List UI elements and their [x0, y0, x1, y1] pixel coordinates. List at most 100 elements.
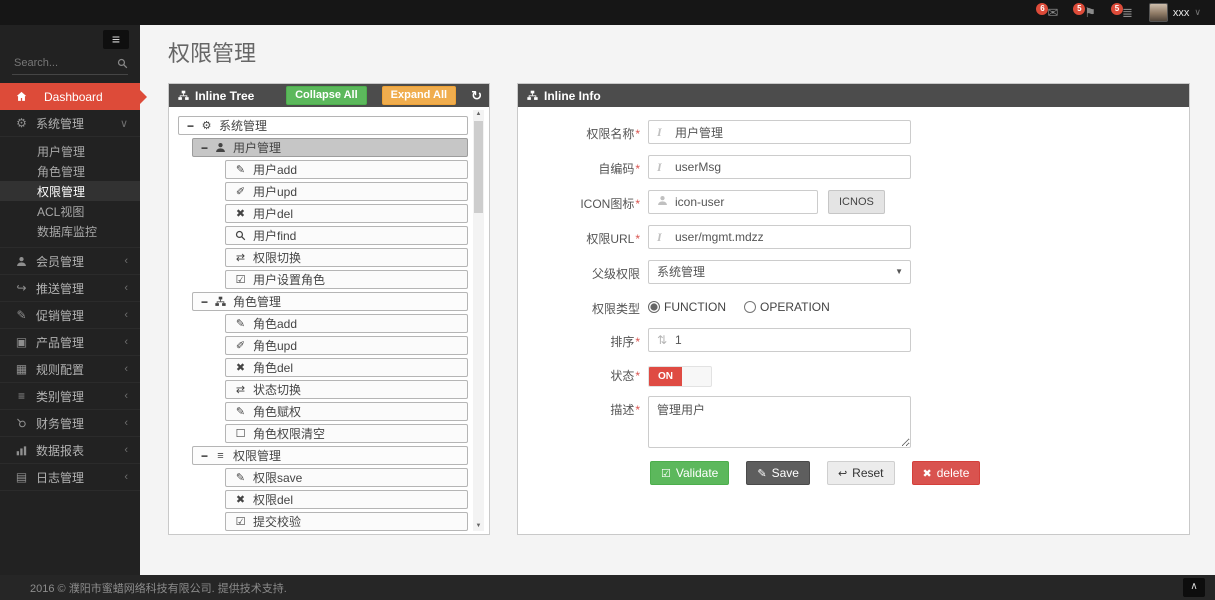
- collapse-toggle[interactable]: −: [187, 118, 195, 133]
- tree-node-label: 角色管理: [233, 295, 282, 309]
- footer-text: 2016 © 濮阳市蜜蜡网络科技有限公司. 提供技术支持.: [30, 582, 287, 595]
- tree-node-label: 权限切换: [253, 251, 302, 265]
- status-toggle[interactable]: ON: [648, 366, 712, 387]
- icnos-button[interactable]: ICNOS: [828, 190, 885, 214]
- scrollbar-down-arrow[interactable]: ▼: [475, 523, 482, 529]
- code-input[interactable]: [648, 155, 911, 179]
- list-icon: ≡: [217, 449, 224, 462]
- sidebar-item-rule-config[interactable]: ▦ 规则配置 ‹: [0, 356, 140, 383]
- search-input[interactable]: [12, 56, 117, 70]
- description-textarea[interactable]: 管理用户: [648, 396, 911, 448]
- url-input[interactable]: [648, 225, 911, 249]
- sidebar-item-dashboard[interactable]: Dashboard: [0, 83, 140, 110]
- tree-node[interactable]: ✖ 权限del: [225, 490, 468, 509]
- tree-node[interactable]: ⇄ 权限切换: [225, 248, 468, 267]
- chevron-left-icon: ‹: [124, 309, 128, 321]
- sidebar-item-finance-mgmt[interactable]: ⚲ 财务管理 ‹: [0, 410, 140, 437]
- sidebar-item-promo-mgmt[interactable]: ✎ 促销管理 ‹: [0, 302, 140, 329]
- tree-node[interactable]: ☑ 提交校验: [225, 512, 468, 531]
- check-square-icon: ☑: [235, 274, 246, 286]
- permission-name-input[interactable]: [648, 120, 911, 144]
- tree-scrollbar[interactable]: ▲ ▼: [473, 110, 484, 531]
- chevron-left-icon: ‹: [124, 390, 128, 402]
- chevron-left-icon: ‹: [124, 363, 128, 375]
- sitemap-icon: [214, 296, 227, 307]
- sidebar-item-member-mgmt[interactable]: 会员管理 ‹: [0, 248, 140, 275]
- collapse-toggle[interactable]: −: [201, 140, 209, 155]
- tree-node[interactable]: − ≡ 权限管理: [192, 446, 468, 465]
- panel-title: Inline Tree: [195, 88, 255, 103]
- tree-node-label: 角色del: [253, 361, 294, 375]
- italic-icon: I: [657, 230, 662, 244]
- pencil-icon: ✎: [757, 467, 767, 480]
- sidebar-item-acl-view[interactable]: ACL视图: [37, 204, 85, 219]
- sort-order-input[interactable]: [648, 328, 911, 352]
- radio-function-input[interactable]: [648, 301, 660, 313]
- bar-chart-icon: [14, 445, 29, 456]
- tree-node[interactable]: ✖ 角色del: [225, 358, 468, 377]
- sidebar-item-db-monitor[interactable]: 数据库监控: [37, 224, 98, 239]
- notifications-count-badge: 5: [1073, 2, 1086, 15]
- sidebar-item-perm-mgmt[interactable]: 权限管理: [0, 181, 140, 201]
- tree-node[interactable]: − ⚙ 系统管理: [178, 116, 468, 135]
- tree-node[interactable]: ✎ 角色赋权: [225, 402, 468, 421]
- scrollbar-thumb[interactable]: [474, 121, 483, 213]
- collapse-toggle[interactable]: −: [201, 448, 209, 463]
- tree-node[interactable]: ✎ 角色add: [225, 314, 468, 333]
- refresh-icon[interactable]: ↻: [471, 87, 482, 103]
- search-icon: [234, 230, 247, 241]
- radio-operation-input[interactable]: [744, 301, 756, 313]
- tree-body: − ⚙ 系统管理 − 用户管理 ✎ 用户add ✐ 用户upd ✖ 用户del 用户find ⇄ 权限切换…: [169, 107, 489, 534]
- scroll-top-button[interactable]: ∧: [1183, 578, 1205, 597]
- parent-permission-select[interactable]: 系统管理: [648, 260, 911, 284]
- tree-node[interactable]: ✎ 权限save: [225, 468, 468, 487]
- image-icon: ▣: [15, 335, 28, 349]
- sidebar-item-report-mgmt[interactable]: 数据报表 ‹: [0, 437, 140, 464]
- edit-icon: ✐: [235, 340, 246, 352]
- reset-button[interactable]: ↩ Reset: [826, 461, 895, 485]
- tree-node[interactable]: ✐ 用户upd: [225, 182, 468, 201]
- scrollbar-up-arrow[interactable]: ▲: [475, 111, 482, 117]
- home-icon: [14, 91, 29, 102]
- sidebar-item-push-mgmt[interactable]: ↪ 推送管理 ‹: [0, 275, 140, 302]
- sidebar-toggle-button[interactable]: ≡: [103, 30, 129, 49]
- user-menu[interactable]: xxx ∨: [1148, 3, 1201, 22]
- tree-node[interactable]: − 用户管理: [192, 138, 468, 157]
- tasks-icon: ≣: [1122, 4, 1133, 20]
- tree-node[interactable]: ✐ 角色upd: [225, 336, 468, 355]
- validate-button[interactable]: ☑ Validate: [650, 461, 730, 485]
- sidebar-item-system-mgmt[interactable]: ⚙ 系统管理 ∨: [0, 110, 140, 137]
- tree-node-label: 角色赋权: [253, 405, 302, 419]
- collapse-all-button[interactable]: Collapse All: [286, 86, 367, 105]
- field-label: 权限类型: [591, 302, 640, 316]
- tree-node[interactable]: ☑ 用户设置角色: [225, 270, 468, 289]
- tasks-count-badge: 5: [1111, 2, 1123, 15]
- inline-info-header: Inline Info: [518, 84, 1189, 107]
- messages-button[interactable]: 6 ✉: [1036, 2, 1058, 21]
- delete-button[interactable]: ✖ delete: [911, 461, 981, 485]
- tree-node[interactable]: − 角色管理: [192, 292, 468, 311]
- inline-tree-header: Inline Tree Collapse All Expand All ↻: [169, 84, 489, 107]
- icon-input[interactable]: [648, 190, 818, 214]
- table-icon: ▦: [15, 362, 28, 376]
- flag-icon: ⚑: [1084, 4, 1096, 20]
- tree-node[interactable]: 用户find: [225, 226, 468, 245]
- notifications-button[interactable]: 5 ⚑: [1073, 2, 1096, 21]
- expand-all-button[interactable]: Expand All: [381, 86, 457, 105]
- sidebar-item-product-mgmt[interactable]: ▣ 产品管理 ‹: [0, 329, 140, 356]
- x-icon: ✖: [235, 362, 246, 374]
- sidebar-item-log-mgmt[interactable]: ▤ 日志管理 ‹: [0, 464, 140, 491]
- radio-function[interactable]: FUNCTION: [648, 300, 726, 314]
- radio-operation[interactable]: OPERATION: [744, 300, 830, 314]
- tree-node[interactable]: ✎ 用户add: [225, 160, 468, 179]
- sidebar-item-label: 推送管理: [36, 281, 85, 296]
- sidebar-item-role-mgmt[interactable]: 角色管理: [37, 164, 86, 179]
- collapse-toggle[interactable]: −: [201, 294, 209, 309]
- tree-node[interactable]: ☐ 角色权限清空: [225, 424, 468, 443]
- tasks-button[interactable]: 5 ≣: [1111, 2, 1133, 21]
- save-button[interactable]: ✎ Save: [746, 461, 810, 485]
- sidebar-item-category-mgmt[interactable]: ≡ 类别管理 ‹: [0, 383, 140, 410]
- sidebar-item-user-mgmt[interactable]: 用户管理: [37, 144, 86, 159]
- tree-node[interactable]: ⇄ 状态切换: [225, 380, 468, 399]
- tree-node[interactable]: ✖ 用户del: [225, 204, 468, 223]
